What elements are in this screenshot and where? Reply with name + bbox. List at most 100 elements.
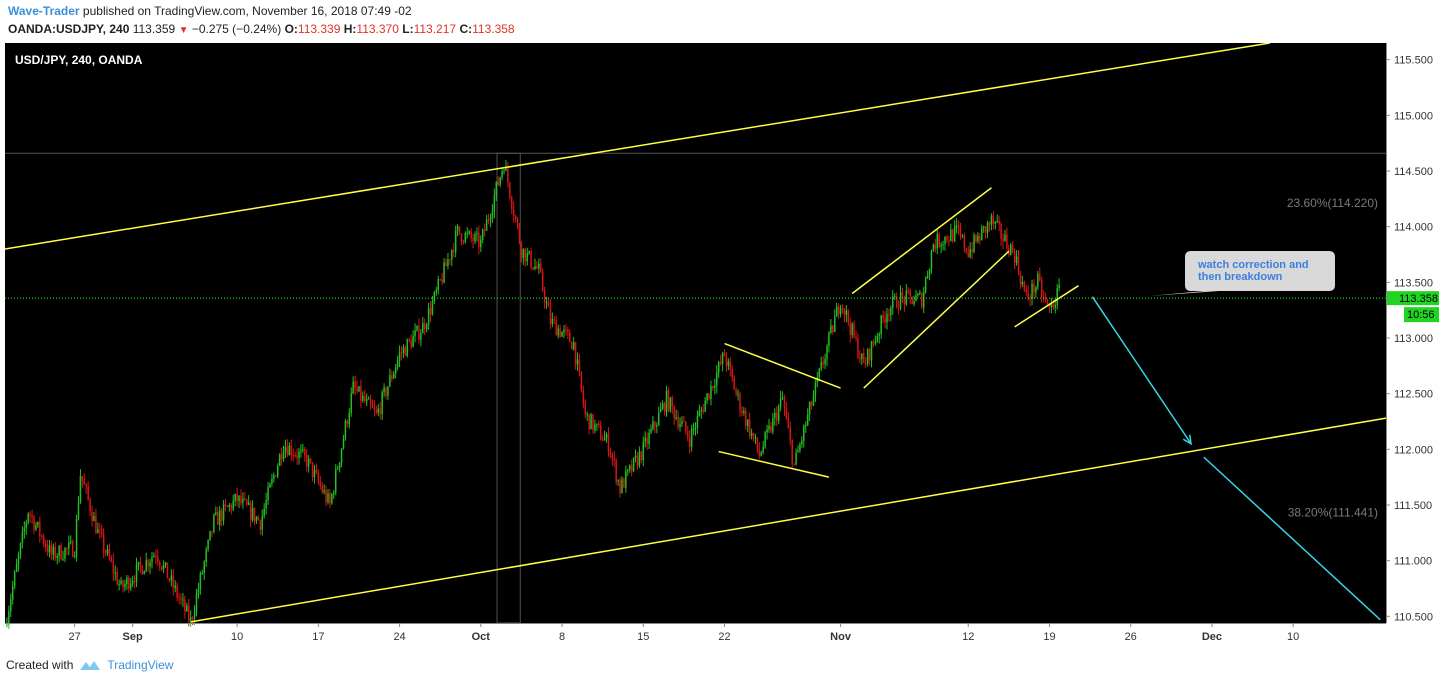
candle: [447, 259, 449, 267]
candle: [367, 398, 370, 400]
candle: [44, 544, 47, 547]
candle: [6, 624, 8, 626]
candle: [217, 511, 219, 525]
candle: [996, 220, 998, 222]
candle: [592, 414, 594, 431]
candle: [354, 381, 356, 389]
high-value: 113.370: [356, 22, 399, 36]
candle: [783, 397, 786, 409]
candle: [924, 278, 927, 292]
candle: [485, 219, 488, 231]
lower-channel: [190, 417, 1387, 623]
candle: [553, 318, 556, 321]
candle: [396, 359, 399, 368]
candle: [994, 221, 997, 224]
candle: [760, 452, 763, 456]
candle: [317, 472, 320, 482]
candle: [209, 530, 211, 541]
candle: [1011, 245, 1014, 252]
candle: [731, 368, 733, 378]
x-tick-label: 17: [312, 631, 324, 643]
x-tick-label: Dec: [1202, 631, 1222, 643]
candle: [261, 515, 263, 530]
candle: [779, 398, 782, 407]
candle: [472, 237, 474, 242]
candle: [422, 323, 424, 334]
candle: [973, 235, 975, 253]
candle: [743, 410, 745, 414]
candle: [557, 328, 559, 336]
candle: [907, 290, 910, 292]
annotation-text: watch correction and: [1197, 259, 1309, 271]
candle: [607, 434, 610, 453]
tradingview-link[interactable]: TradingView: [107, 658, 174, 672]
candle: [50, 544, 53, 555]
candle: [832, 325, 834, 332]
candle: [1013, 251, 1016, 263]
candle: [344, 421, 347, 439]
candle: [582, 389, 585, 405]
candle: [555, 320, 557, 336]
candle: [768, 425, 770, 430]
candle: [843, 308, 846, 315]
candle: [804, 425, 807, 427]
author-link[interactable]: Wave-Trader: [8, 4, 80, 18]
candle: [638, 451, 641, 466]
candle: [855, 336, 857, 339]
candle: [735, 389, 737, 394]
publish-info: Wave-Trader published on TradingView.com…: [8, 4, 412, 18]
candle: [880, 315, 882, 335]
candle: [56, 556, 58, 559]
rising-channel-lower: [863, 250, 1010, 389]
candle: [617, 480, 619, 482]
candle: [116, 572, 118, 585]
price-chart[interactable]: USD/JPY, 240, OANDA 23.60%(114.220) 38.20%…: [4, 42, 1439, 649]
candle: [333, 492, 335, 494]
candle: [178, 597, 180, 599]
candle: [385, 387, 387, 396]
candle: [948, 240, 950, 242]
candle: [218, 510, 221, 525]
candle: [986, 222, 989, 233]
candle: [928, 268, 931, 276]
candle: [586, 414, 588, 416]
candle: [915, 295, 917, 301]
candle: [665, 390, 668, 412]
chart-container[interactable]: USD/JPY, 240, OANDA 23.60%(114.220) 38.20%…: [4, 42, 1439, 649]
candle: [267, 487, 269, 501]
tradingview-logo-icon: [80, 661, 101, 670]
x-tick-label: 27: [69, 631, 81, 643]
candle: [224, 504, 227, 506]
candle: [934, 244, 937, 249]
candle: [180, 598, 182, 600]
candle: [265, 500, 267, 509]
candle: [64, 548, 66, 559]
projection-arrow-1: [1091, 296, 1192, 445]
candle: [493, 195, 496, 212]
candle: [590, 414, 592, 430]
candle: [806, 414, 809, 426]
candle: [29, 513, 31, 516]
fib-label: 38.20%(111.441): [1288, 506, 1378, 520]
candle: [271, 478, 273, 484]
candle: [1033, 283, 1035, 293]
candle: [489, 217, 492, 220]
candle: [11, 586, 14, 600]
candle: [387, 386, 389, 396]
candle: [100, 530, 103, 535]
candle: [290, 445, 293, 456]
candle: [139, 561, 142, 567]
candle: [408, 339, 410, 341]
candle: [186, 605, 188, 612]
candle: [476, 233, 478, 235]
candle: [197, 589, 200, 595]
candle: [613, 458, 616, 461]
candle: [433, 292, 436, 302]
y-tick-label: 115.500: [1394, 55, 1433, 67]
candle: [464, 233, 467, 242]
open-label: O:: [284, 22, 298, 36]
candle: [97, 529, 99, 534]
candle: [104, 551, 107, 554]
candle: [263, 508, 265, 516]
